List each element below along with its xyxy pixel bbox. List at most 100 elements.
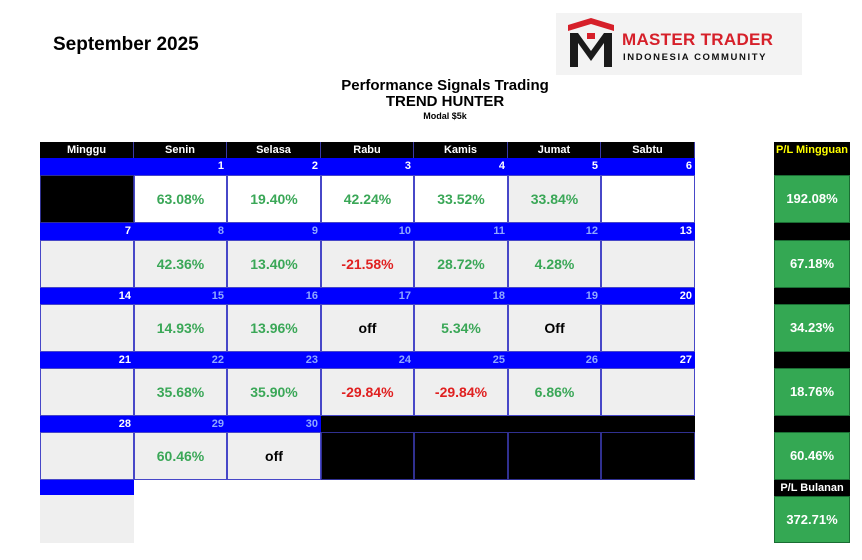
day-pl-cell: 42.24%	[321, 175, 414, 223]
weekly-pl-spacer	[774, 352, 850, 368]
day-pl-cell: off	[321, 304, 414, 352]
day-cell-empty	[40, 304, 134, 352]
day-cell-empty	[601, 175, 695, 223]
day-pl-cell: 13.96%	[227, 304, 321, 352]
day-pl-cell: -21.58%	[321, 240, 414, 288]
footer-date-bar	[40, 480, 134, 495]
date-number: 16	[305, 290, 318, 302]
day-cell-empty	[601, 432, 695, 480]
date-number: 3	[404, 160, 411, 172]
weekly-pl-header: P/L Mingguan	[774, 142, 850, 158]
week-date-bar	[40, 288, 695, 304]
date-number: 13	[679, 225, 692, 237]
date-number: 30	[305, 418, 318, 430]
date-number: 12	[585, 225, 598, 237]
date-number: 21	[118, 354, 131, 366]
day-pl-cell: 6.86%	[508, 368, 601, 416]
date-number: 22	[211, 354, 224, 366]
day-cell-empty	[601, 240, 695, 288]
weekly-pl-value: 18.76%	[774, 368, 850, 416]
date-number: 18	[492, 290, 505, 302]
day-pl-cell: 63.08%	[134, 175, 227, 223]
date-number: 29	[211, 418, 224, 430]
day-pl-cell: -29.84%	[414, 368, 508, 416]
day-header: Rabu	[321, 142, 414, 158]
date-number: 20	[679, 290, 692, 302]
logo-mark-icon	[568, 18, 614, 67]
date-number: 9	[311, 225, 318, 237]
weekly-pl-value: 60.46%	[774, 432, 850, 480]
report-subtitle: TREND HUNTER	[385, 93, 505, 110]
date-number: 10	[398, 225, 411, 237]
day-pl-cell: 35.90%	[227, 368, 321, 416]
date-number: 15	[211, 290, 224, 302]
monthly-pl-value: 372.71%	[774, 496, 850, 543]
date-number: 27	[679, 354, 692, 366]
footer-blank-cell	[40, 495, 134, 543]
weekly-pl-value: 192.08%	[774, 175, 850, 223]
day-pl-cell: 13.40%	[227, 240, 321, 288]
weekly-pl-spacer	[774, 158, 850, 175]
day-cell-empty	[40, 175, 134, 223]
weekly-pl-spacer	[774, 416, 850, 432]
weekly-pl-spacer	[774, 288, 850, 304]
day-pl-cell: off	[227, 432, 321, 480]
date-number: 23	[305, 354, 318, 366]
weekly-pl-value: 67.18%	[774, 240, 850, 288]
report-title: Performance Signals Trading	[341, 77, 549, 94]
day-cell-empty	[40, 432, 134, 480]
date-number: 17	[398, 290, 411, 302]
day-header: Sabtu	[601, 142, 695, 158]
day-pl-cell: 35.68%	[134, 368, 227, 416]
week-date-bar	[40, 223, 695, 240]
day-cell-empty	[40, 240, 134, 288]
month-title: September 2025	[53, 34, 199, 55]
day-header: Selasa	[227, 142, 321, 158]
day-pl-cell: Off	[508, 304, 601, 352]
day-header: Senin	[134, 142, 227, 158]
weekly-pl-value: 34.23%	[774, 304, 850, 352]
day-pl-cell: 19.40%	[227, 175, 321, 223]
weekly-pl-spacer	[774, 223, 850, 240]
date-number: 4	[498, 160, 505, 172]
date-number: 11	[493, 225, 505, 237]
date-number: 25	[492, 354, 505, 366]
week-date-bar	[40, 416, 321, 432]
day-header: Jumat	[508, 142, 601, 158]
day-cell-empty	[40, 368, 134, 416]
date-number: 26	[585, 354, 598, 366]
day-header: Kamis	[414, 142, 508, 158]
logo-tagline: INDONESIA COMMUNITY	[623, 52, 768, 63]
date-number: 7	[124, 225, 131, 237]
day-pl-cell: 42.36%	[134, 240, 227, 288]
day-cell-empty	[601, 368, 695, 416]
day-cell-empty	[601, 304, 695, 352]
week-date-bar	[40, 352, 695, 368]
date-number: 14	[118, 290, 131, 302]
date-number: 6	[685, 160, 692, 172]
logo-title: MASTER TRADER	[622, 30, 774, 49]
date-number: 1	[217, 160, 224, 172]
day-pl-cell: 4.28%	[508, 240, 601, 288]
monthly-pl-header: P/L Bulanan	[774, 480, 850, 496]
date-number: 19	[585, 290, 598, 302]
date-number: 5	[591, 160, 598, 172]
date-number: 24	[398, 354, 411, 366]
date-number: 8	[217, 225, 224, 237]
date-number: 2	[311, 160, 318, 172]
day-header: Minggu	[40, 142, 134, 158]
date-number: 28	[118, 418, 131, 430]
day-cell-empty	[508, 432, 601, 480]
day-cell-empty	[321, 432, 414, 480]
empty-date-bar	[321, 416, 695, 432]
day-cell-empty	[414, 432, 508, 480]
day-pl-cell: 60.46%	[134, 432, 227, 480]
day-pl-cell: 28.72%	[414, 240, 508, 288]
day-pl-cell: 33.52%	[414, 175, 508, 223]
week-date-bar	[40, 158, 695, 175]
day-pl-cell: 33.84%	[508, 175, 601, 223]
day-pl-cell: 14.93%	[134, 304, 227, 352]
capital-label: Modal $5k	[423, 111, 467, 121]
day-pl-cell: -29.84%	[321, 368, 414, 416]
day-pl-cell: 5.34%	[414, 304, 508, 352]
